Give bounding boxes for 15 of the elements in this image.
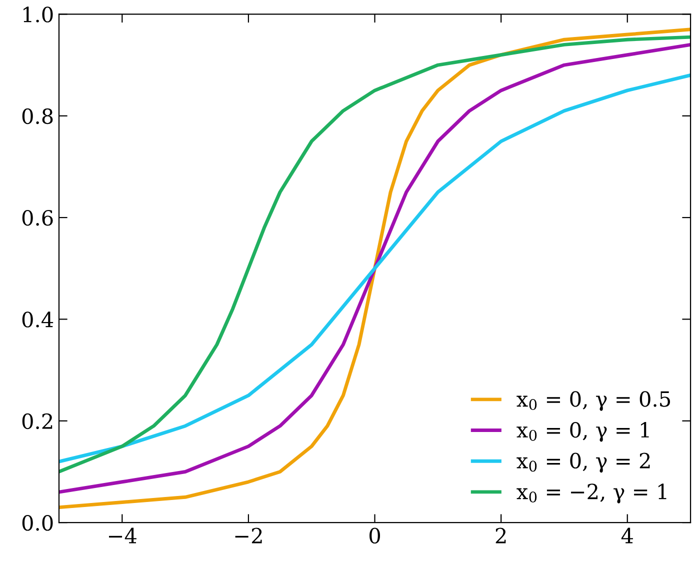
- x-tick-label: −2: [235, 528, 262, 544]
- legend-label: x$_{0}$ = 0, γ = 0.5: [516, 391, 670, 411]
- y-tick-label: 0.4: [22, 312, 54, 328]
- legend-label: x$_{0}$ = −2, γ = 1: [516, 484, 666, 504]
- x-tick-label: 4: [621, 528, 633, 544]
- x-tick-label: 0: [370, 528, 380, 544]
- y-tick-label: 0.0: [22, 515, 53, 531]
- y-tick-label: 0.6: [22, 210, 53, 226]
- y-tick-label: 0.8: [22, 108, 53, 124]
- y-tick-label: 0.2: [22, 413, 52, 430]
- x-tick-label: −4: [108, 528, 136, 544]
- x-tick-label: 2: [496, 528, 506, 544]
- legend-label: x$_{0}$ = 0, γ = 1: [516, 422, 649, 442]
- legend-label: x$_{0}$ = 0, γ = 2: [516, 452, 650, 473]
- y-tick-label: 1.0: [24, 6, 53, 22]
